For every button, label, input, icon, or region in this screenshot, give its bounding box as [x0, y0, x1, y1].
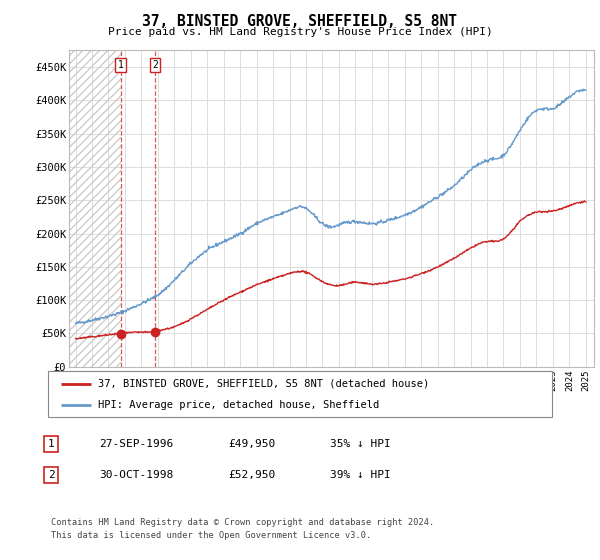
Text: 37, BINSTED GROVE, SHEFFIELD, S5 8NT (detached house): 37, BINSTED GROVE, SHEFFIELD, S5 8NT (de… — [98, 379, 430, 389]
Text: £52,950: £52,950 — [228, 470, 275, 480]
Bar — [69, 50, 121, 367]
Text: 1: 1 — [118, 60, 124, 70]
Text: HPI: Average price, detached house, Sheffield: HPI: Average price, detached house, Shef… — [98, 400, 380, 410]
Text: Contains HM Land Registry data © Crown copyright and database right 2024.
This d: Contains HM Land Registry data © Crown c… — [51, 519, 434, 540]
Text: 27-SEP-1996: 27-SEP-1996 — [99, 439, 173, 449]
Text: 39% ↓ HPI: 39% ↓ HPI — [330, 470, 391, 480]
Text: 1: 1 — [47, 439, 55, 449]
Text: 37, BINSTED GROVE, SHEFFIELD, S5 8NT: 37, BINSTED GROVE, SHEFFIELD, S5 8NT — [143, 14, 458, 29]
Text: 2: 2 — [152, 60, 158, 70]
Text: 35% ↓ HPI: 35% ↓ HPI — [330, 439, 391, 449]
Text: £49,950: £49,950 — [228, 439, 275, 449]
Bar — [69, 50, 121, 367]
Text: Price paid vs. HM Land Registry's House Price Index (HPI): Price paid vs. HM Land Registry's House … — [107, 27, 493, 38]
FancyBboxPatch shape — [48, 371, 552, 417]
Text: 2: 2 — [47, 470, 55, 480]
Text: 30-OCT-1998: 30-OCT-1998 — [99, 470, 173, 480]
